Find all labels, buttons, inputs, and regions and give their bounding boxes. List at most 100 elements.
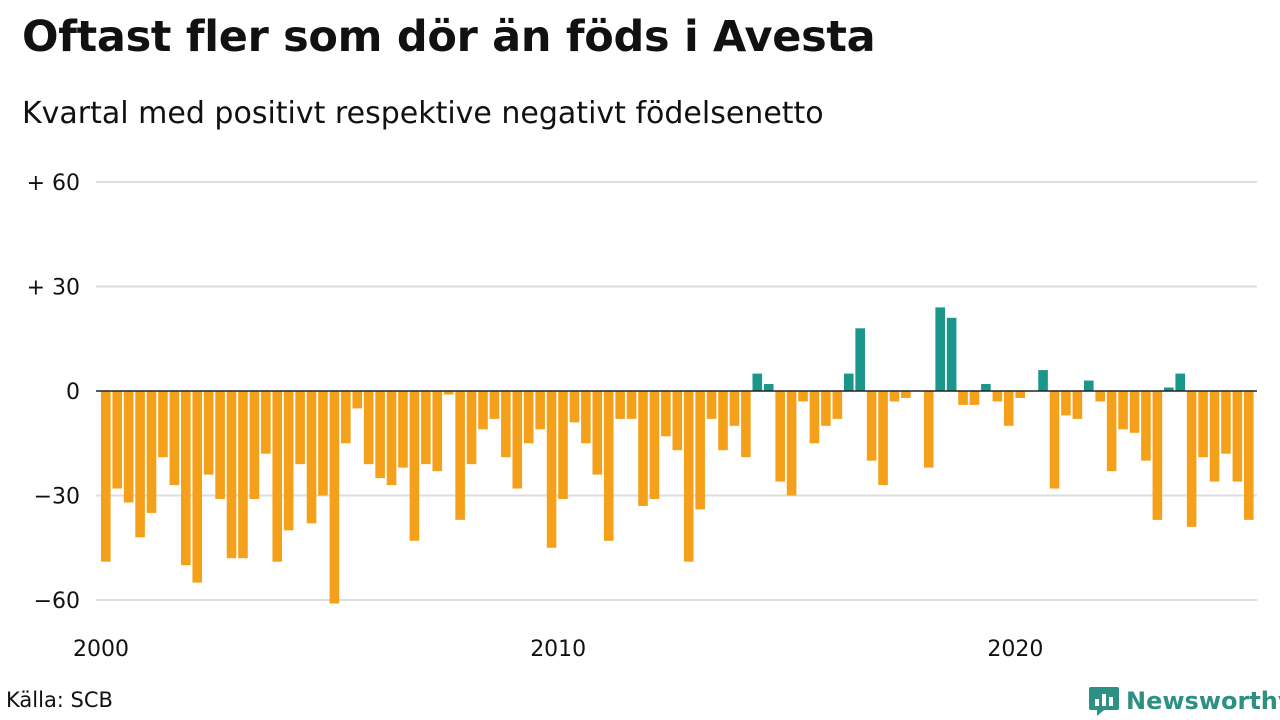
bar [272, 391, 283, 562]
bar [661, 391, 671, 437]
bar [1221, 391, 1231, 454]
bar [455, 391, 465, 520]
bar [672, 391, 683, 451]
bar [261, 391, 271, 454]
bar [249, 391, 260, 499]
bar [1175, 373, 1186, 391]
bar [512, 391, 523, 489]
bar [638, 391, 648, 506]
bar [718, 391, 728, 451]
bar [1106, 391, 1117, 472]
x-axis-labels: 2000 2010 2020 [73, 637, 1043, 662]
bar [706, 391, 717, 419]
bar [1072, 391, 1083, 419]
bar [375, 391, 385, 479]
bar [421, 391, 431, 465]
bar [1061, 391, 1071, 416]
bar [775, 391, 785, 482]
bar [1015, 391, 1025, 398]
bar [581, 391, 591, 444]
bar [523, 391, 534, 444]
bar [558, 391, 568, 499]
bar [981, 384, 991, 391]
bar [226, 391, 237, 559]
y-tick-label: −60 [34, 589, 80, 614]
bars [101, 307, 1254, 604]
bar [923, 391, 934, 468]
bar [181, 391, 191, 566]
bar [1186, 391, 1197, 527]
bar [1163, 387, 1174, 391]
bar [1141, 391, 1151, 461]
brand-name: Newsworthy [1126, 687, 1280, 715]
bar [329, 391, 340, 604]
x-tick-label: 2000 [73, 637, 129, 662]
bar [1244, 391, 1254, 520]
chart-title: Oftast fler som dör än föds i Avesta [22, 12, 876, 62]
bar [615, 391, 625, 419]
bar [169, 391, 180, 486]
bar [283, 391, 294, 531]
bar [1003, 391, 1014, 426]
x-tick-label: 2020 [987, 637, 1043, 662]
bar [398, 391, 408, 468]
bar [1209, 391, 1220, 482]
y-tick-label: + 60 [27, 171, 80, 196]
bar [341, 391, 351, 444]
bar [763, 384, 774, 391]
y-tick-label: 0 [66, 380, 80, 405]
bar [478, 391, 488, 430]
bar [123, 391, 134, 503]
chart-subtitle: Kvartal med positivt respektive negativt… [22, 96, 824, 131]
bar [889, 391, 900, 402]
bar [489, 391, 500, 419]
bar [626, 391, 637, 419]
bar [569, 391, 580, 423]
bar [363, 391, 374, 465]
bar [798, 391, 808, 402]
bar [443, 391, 454, 395]
bar [752, 373, 763, 391]
bar [878, 391, 888, 486]
bar [866, 391, 877, 461]
bar [432, 391, 443, 472]
y-axis-labels: + 60 + 30 0 −30 −60 [27, 171, 80, 614]
bar [1083, 380, 1094, 391]
bar [935, 307, 945, 391]
bar [1152, 391, 1163, 520]
bar [843, 373, 854, 391]
bar [1129, 391, 1140, 433]
bar [1095, 391, 1106, 402]
bar [603, 391, 614, 541]
bar [215, 391, 225, 499]
brand-logo: Newsworthy [1088, 684, 1280, 718]
bar [409, 391, 420, 541]
bar [969, 391, 980, 405]
source-note: Källa: SCB [6, 688, 113, 712]
bar [1038, 370, 1048, 391]
bar [786, 391, 797, 496]
gridlines [96, 181, 1257, 601]
bar [855, 328, 865, 391]
bar [809, 391, 820, 444]
bar [535, 391, 545, 430]
bar [592, 391, 603, 475]
bar [1198, 391, 1208, 458]
bar [1232, 391, 1243, 482]
bar [158, 391, 168, 458]
bar [695, 391, 705, 510]
bar [295, 391, 305, 465]
bar [135, 391, 145, 538]
bar [146, 391, 157, 513]
bar [958, 391, 968, 405]
bar [238, 391, 248, 559]
bar [821, 391, 831, 426]
bar [203, 391, 214, 475]
bar [352, 391, 363, 409]
bar [318, 391, 328, 496]
bar [992, 391, 1003, 402]
newsworthy-logo-icon [1089, 687, 1119, 716]
bar [1118, 391, 1128, 430]
bar [112, 391, 123, 489]
